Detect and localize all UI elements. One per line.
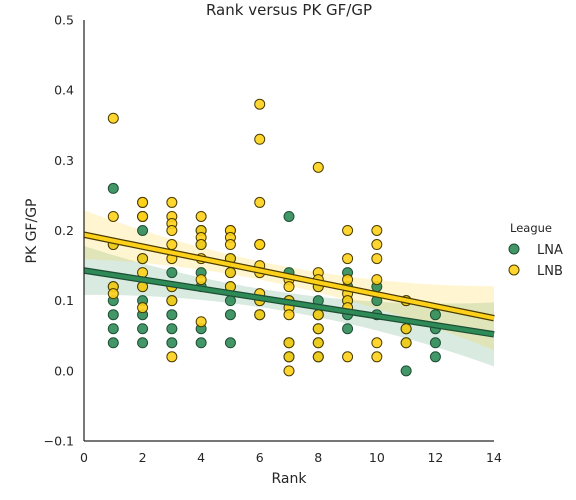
- point-lna: [108, 324, 118, 334]
- x-tick-label: 8: [314, 450, 322, 465]
- legend-marker-lna: [509, 244, 519, 254]
- point-lnb: [196, 211, 206, 221]
- point-lnb: [401, 338, 411, 348]
- x-tick-label: 2: [139, 450, 147, 465]
- point-lnb: [225, 268, 235, 278]
- point-lnb: [138, 197, 148, 207]
- point-lnb: [255, 310, 265, 320]
- point-lnb: [284, 366, 294, 376]
- point-lnb: [313, 162, 323, 172]
- point-lnb: [343, 226, 353, 236]
- point-lnb: [372, 240, 382, 250]
- point-lna: [108, 310, 118, 320]
- x-tick-label: 14: [486, 450, 502, 465]
- point-lnb: [372, 254, 382, 264]
- point-lnb: [313, 324, 323, 334]
- legend-label-lnb: LNB: [537, 264, 563, 279]
- legend: League LNA LNB: [509, 221, 563, 279]
- x-tick-labels: 0 2 4 6 8 10 12 14: [80, 450, 502, 465]
- y-tick-label: 0.3: [54, 153, 74, 168]
- point-lna: [108, 183, 118, 193]
- point-lnb: [372, 275, 382, 285]
- point-lnb: [284, 310, 294, 320]
- x-tick-label: 4: [197, 450, 205, 465]
- point-lnb: [372, 226, 382, 236]
- point-lnb: [138, 211, 148, 221]
- point-lnb: [196, 240, 206, 250]
- point-lnb: [167, 240, 177, 250]
- point-lna: [167, 268, 177, 278]
- point-lnb: [255, 99, 265, 109]
- point-lnb: [167, 352, 177, 362]
- y-axis-label: PK GF/GP: [24, 199, 40, 264]
- point-lnb: [313, 310, 323, 320]
- point-lnb: [138, 254, 148, 264]
- point-lna: [138, 324, 148, 334]
- x-axis-label: Rank: [272, 471, 308, 487]
- x-tick-label: 0: [80, 450, 88, 465]
- point-lnb: [196, 275, 206, 285]
- y-tick-label: 0.4: [54, 83, 74, 98]
- point-lnb: [313, 352, 323, 362]
- point-lnb: [372, 338, 382, 348]
- point-lnb: [343, 352, 353, 362]
- point-lnb: [138, 303, 148, 313]
- chart-title: Rank versus PK GF/GP: [206, 1, 372, 19]
- point-lnb: [284, 282, 294, 292]
- y-tick-label: −0.1: [44, 434, 74, 449]
- x-tick-label: 12: [427, 450, 443, 465]
- point-lna: [108, 338, 118, 348]
- point-lna: [138, 226, 148, 236]
- point-lna: [430, 352, 440, 362]
- point-lna: [196, 338, 206, 348]
- point-lna: [167, 338, 177, 348]
- x-tick-label: 10: [369, 450, 385, 465]
- point-lna: [167, 324, 177, 334]
- y-tick-label: 0.2: [54, 223, 74, 238]
- point-lnb: [401, 324, 411, 334]
- point-lna: [138, 338, 148, 348]
- point-lnb: [196, 317, 206, 327]
- point-lnb: [167, 296, 177, 306]
- point-lnb: [167, 226, 177, 236]
- point-lnb: [108, 289, 118, 299]
- y-tick-label: 0.5: [54, 13, 74, 28]
- point-lnb: [255, 134, 265, 144]
- point-lnb: [255, 197, 265, 207]
- y-tick-label: 0.1: [54, 293, 74, 308]
- point-lnb: [343, 254, 353, 264]
- y-tick-label: 0.0: [54, 363, 74, 378]
- point-lnb: [108, 211, 118, 221]
- point-lnb: [284, 338, 294, 348]
- x-tick-label: 6: [256, 450, 264, 465]
- point-lnb: [108, 113, 118, 123]
- point-lna: [225, 338, 235, 348]
- point-lna: [430, 310, 440, 320]
- point-lnb: [343, 275, 353, 285]
- point-lnb: [284, 352, 294, 362]
- point-lna: [225, 310, 235, 320]
- point-lnb: [372, 352, 382, 362]
- point-lna: [401, 366, 411, 376]
- point-lna: [225, 296, 235, 306]
- y-tick-labels: −0.1 0.0 0.1 0.2 0.3 0.4 0.5: [44, 13, 74, 449]
- point-lnb: [225, 240, 235, 250]
- point-lna: [430, 338, 440, 348]
- point-lnb: [313, 338, 323, 348]
- point-lna: [284, 211, 294, 221]
- point-lna: [343, 324, 353, 334]
- legend-title: League: [510, 221, 552, 235]
- point-lnb: [255, 240, 265, 250]
- point-lnb: [167, 197, 177, 207]
- point-lna: [167, 310, 177, 320]
- legend-marker-lnb: [509, 265, 519, 275]
- legend-label-lna: LNA: [537, 243, 563, 258]
